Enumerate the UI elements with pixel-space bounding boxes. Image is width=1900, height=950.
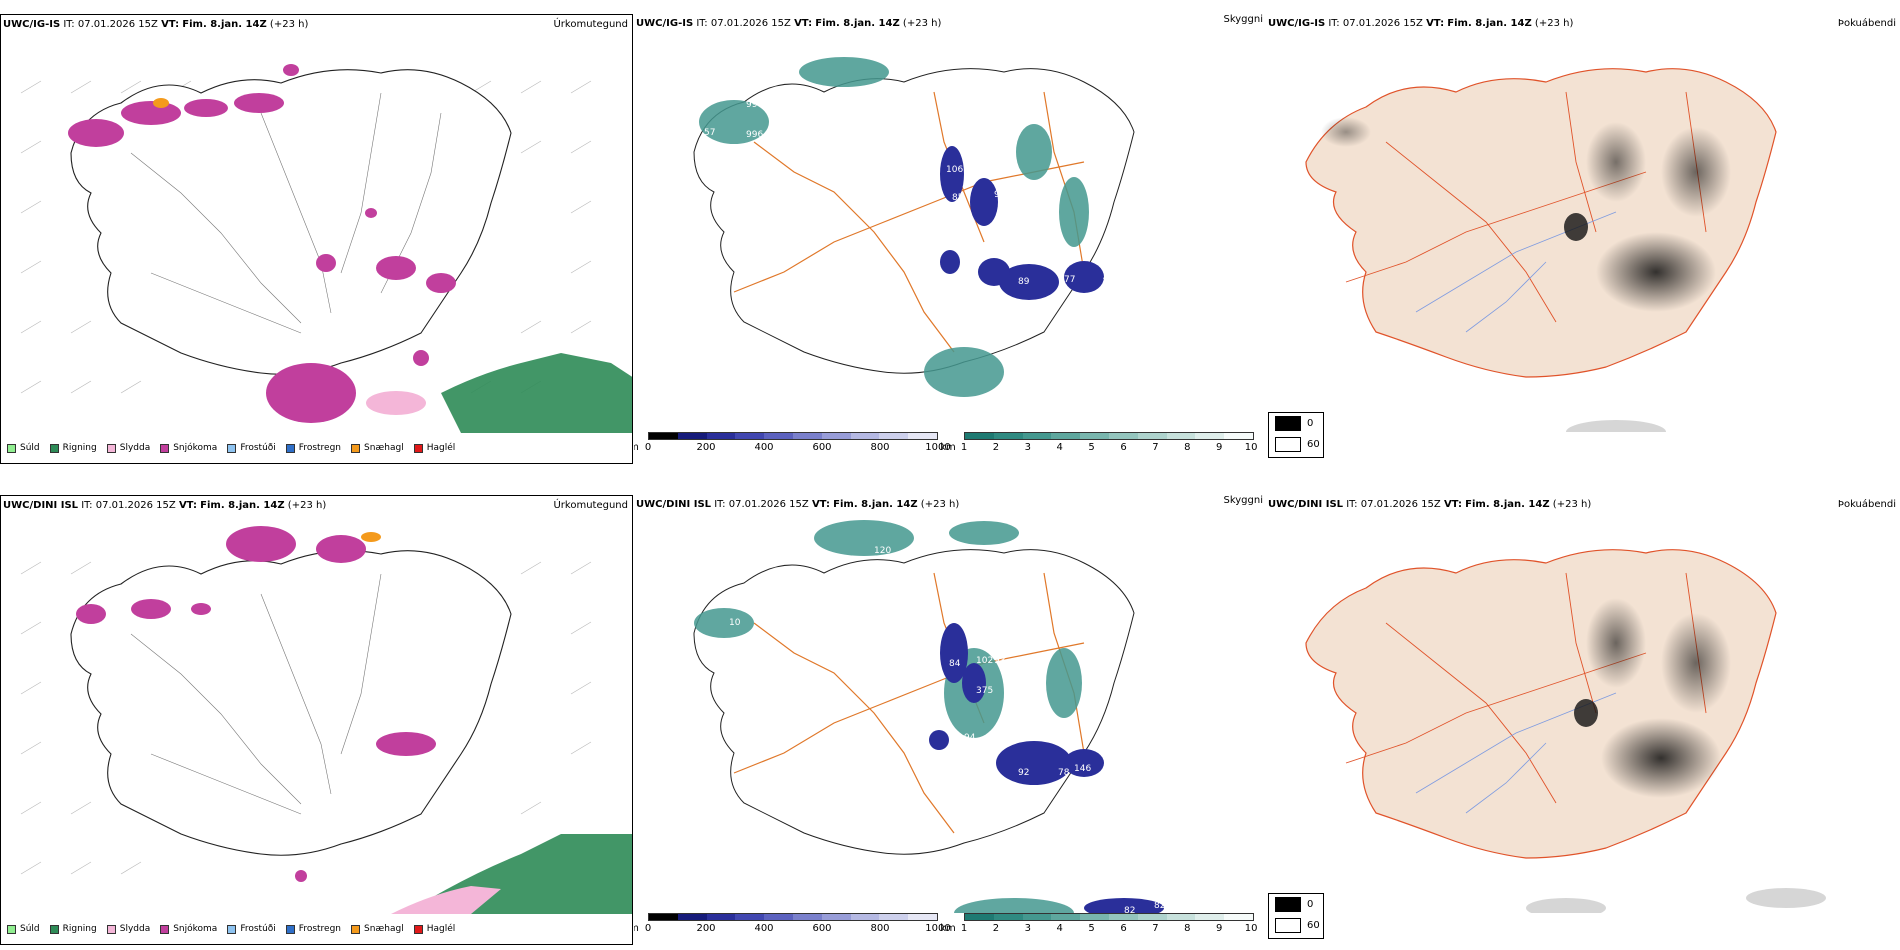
svg-text:1: 1 xyxy=(1024,220,1030,230)
cloud-panel-row1: UWC/IG-IS IT: 07.01.2026 15Z VT: Fim. 8.… xyxy=(1266,14,1900,464)
legend-item-snaehagl: Snæhagl xyxy=(351,443,404,453)
svg-text:86: 86 xyxy=(1106,768,1118,778)
legend-item-rigning: Rigning xyxy=(49,443,97,453)
vis-scale-m-row2: m 0 200 400 600 800 1000 xyxy=(634,913,951,941)
swatch-icon xyxy=(7,924,16,934)
svg-text:146: 146 xyxy=(1074,764,1091,774)
fog-indicator-label: Þokuábendi xyxy=(1837,18,1896,29)
svg-text:10: 10 xyxy=(1054,347,1066,357)
svg-text:99: 99 xyxy=(994,190,1006,200)
svg-text:10: 10 xyxy=(729,618,741,628)
vis-scale-m-row1: m 0 200 400 600 800 1000 xyxy=(634,432,951,460)
svg-text:108: 108 xyxy=(1178,898,1195,908)
legend-item-frostudi: Frostúði xyxy=(227,443,276,453)
row1-cloud-title: UWC/IG-IS IT: 07.01.2026 15Z VT: Fim. 8.… xyxy=(1268,18,1574,29)
swatch-icon xyxy=(351,924,361,934)
svg-text:86: 86 xyxy=(1124,766,1136,776)
swatch-icon xyxy=(1275,416,1301,431)
swatch-icon xyxy=(7,443,16,453)
svg-text:77: 77 xyxy=(1064,275,1075,285)
svg-text:89: 89 xyxy=(1018,277,1030,287)
swatch-icon xyxy=(227,924,237,934)
svg-text:84: 84 xyxy=(949,659,961,669)
precip-panel-row2: UWC/DINI ISL IT: 07.01.2026 15Z VT: Fim.… xyxy=(0,495,633,945)
legend-item-sudd: Súld xyxy=(7,443,40,453)
swatch-icon xyxy=(227,443,237,453)
svg-text:148: 148 xyxy=(1102,277,1119,287)
visibility-map-row1: 57 99 996 97 106 85 99 1 10 95 115 89 77… xyxy=(693,57,1139,432)
svg-text:996: 996 xyxy=(746,130,763,140)
row2-vis-title: UWC/DINI ISL IT: 07.01.2026 15Z VT: Fim.… xyxy=(636,499,960,510)
vis-scale-km-row2: km 1 2 3 4 5 6 7 8 9 10 xyxy=(940,913,1257,941)
row2-cloud-title: UWC/DINI ISL IT: 07.01.2026 15Z VT: Fim.… xyxy=(1268,499,1592,510)
svg-text:92: 92 xyxy=(1018,768,1029,778)
visibility-panel-row1: UWC/IG-IS IT: 07.01.2026 15Z VT: Fim. 8.… xyxy=(634,14,1267,464)
svg-text:375: 375 xyxy=(976,686,993,696)
swatch-icon xyxy=(1275,897,1301,912)
svg-text:115: 115 xyxy=(1018,253,1035,263)
swatch-icon xyxy=(351,443,361,453)
svg-text:10: 10 xyxy=(1024,711,1036,721)
svg-text:82: 82 xyxy=(1154,901,1165,911)
svg-text:57: 57 xyxy=(704,128,715,138)
fog-legend-row1: 0 60 xyxy=(1268,412,1324,458)
swatch-icon xyxy=(413,443,423,453)
precip-legend-row1: Súld Rigning Slydda Snjókoma Frostúði Fr… xyxy=(3,437,460,459)
visibility-map-row2: 120 10 84 102 93 375 88 10 94 147 92 78 … xyxy=(693,520,1195,913)
precip-map-row2 xyxy=(20,526,632,914)
legend-item-snjokoma: Snjókoma xyxy=(160,443,217,453)
vis-scale-km-row1: km 1 2 3 4 5 6 7 8 9 10 xyxy=(940,432,1257,460)
precip-map-row1 xyxy=(20,64,632,433)
swatch-icon xyxy=(1275,437,1301,452)
legend-item-slydda: Slydda xyxy=(106,443,150,453)
svg-text:88: 88 xyxy=(1026,676,1038,686)
svg-text:94: 94 xyxy=(964,733,976,743)
svg-text:78: 78 xyxy=(1104,746,1116,756)
precip-legend-row2: Súld Rigning Slydda Snjókoma Frostúði Fr… xyxy=(3,918,460,940)
svg-text:78: 78 xyxy=(1058,768,1070,778)
precip-type-label: Úrkomutegund xyxy=(553,500,628,511)
precip-type-label: Úrkomutegund xyxy=(553,19,628,30)
row1-vis-title: UWC/IG-IS IT: 07.01.2026 15Z VT: Fim. 8.… xyxy=(636,18,942,29)
visibility-label: Skyggni xyxy=(1223,14,1263,25)
legend-item-frostregn: Frostregn xyxy=(285,443,341,453)
row1-precip-title: UWC/IG-IS IT: 07.01.2026 15Z VT: Fim. 8.… xyxy=(3,19,309,30)
swatch-icon xyxy=(49,443,59,453)
svg-text:147: 147 xyxy=(986,746,1003,756)
svg-text:40: 40 xyxy=(934,400,946,410)
fog-map-row1 xyxy=(1305,68,1777,432)
fog-legend-row2: 0 60 xyxy=(1268,893,1324,939)
svg-text:99: 99 xyxy=(746,100,758,110)
visibility-panel-row2: UWC/DINI ISL IT: 07.01.2026 15Z VT: Fim.… xyxy=(634,495,1267,945)
svg-text:57: 57 xyxy=(1028,425,1039,432)
swatch-icon xyxy=(106,924,116,934)
legend-item-hagel: Haglél xyxy=(413,443,455,453)
cloud-panel-row2: UWC/DINI ISL IT: 07.01.2026 15Z VT: Fim.… xyxy=(1266,495,1900,945)
fog-map-row2 xyxy=(1305,549,1826,913)
fog-indicator-label: Þokuábendi xyxy=(1837,499,1896,510)
svg-text:95: 95 xyxy=(964,253,975,263)
svg-text:82: 82 xyxy=(1124,906,1135,913)
swatch-icon xyxy=(1275,918,1301,933)
swatch-icon xyxy=(106,443,116,453)
svg-text:106: 106 xyxy=(946,165,963,175)
svg-text:101: 101 xyxy=(1122,280,1139,290)
svg-text:97: 97 xyxy=(780,113,791,123)
svg-text:85: 85 xyxy=(952,193,963,203)
swatch-icon xyxy=(160,924,170,934)
visibility-label: Skyggni xyxy=(1223,495,1263,506)
svg-text:93: 93 xyxy=(994,656,1005,666)
swatch-icon xyxy=(285,924,295,934)
swatch-icon xyxy=(285,443,295,453)
precip-panel-row1: UWC/IG-IS IT: 07.01.2026 15Z VT: Fim. 8.… xyxy=(0,14,633,464)
row2-precip-title: UWC/DINI ISL IT: 07.01.2026 15Z VT: Fim.… xyxy=(3,500,327,511)
svg-text:120: 120 xyxy=(874,546,891,556)
svg-text:102: 102 xyxy=(976,656,993,666)
swatch-icon xyxy=(413,924,423,934)
swatch-icon xyxy=(49,924,59,934)
svg-text:10: 10 xyxy=(1048,230,1060,240)
swatch-icon xyxy=(160,443,170,453)
